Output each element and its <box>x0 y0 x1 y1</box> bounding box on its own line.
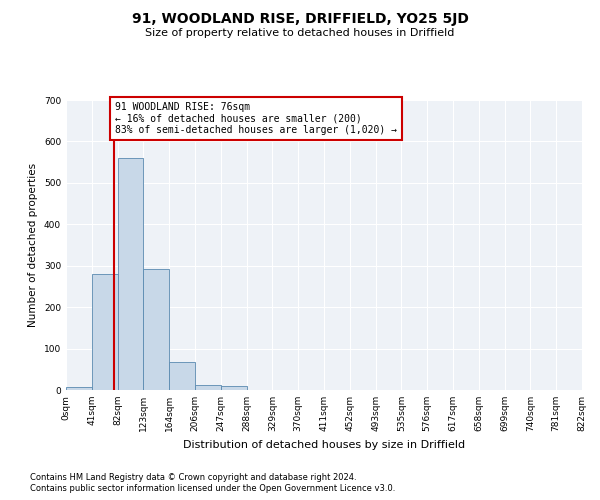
X-axis label: Distribution of detached houses by size in Driffield: Distribution of detached houses by size … <box>183 440 465 450</box>
Bar <box>221 386 247 390</box>
Bar <box>143 269 169 390</box>
Bar <box>66 387 92 390</box>
Text: Contains HM Land Registry data © Crown copyright and database right 2024.: Contains HM Land Registry data © Crown c… <box>30 472 356 482</box>
Text: Size of property relative to detached houses in Driffield: Size of property relative to detached ho… <box>145 28 455 38</box>
Y-axis label: Number of detached properties: Number of detached properties <box>28 163 38 327</box>
Bar <box>169 362 195 390</box>
Text: Contains public sector information licensed under the Open Government Licence v3: Contains public sector information licen… <box>30 484 395 493</box>
Bar <box>118 158 143 390</box>
Text: 91, WOODLAND RISE, DRIFFIELD, YO25 5JD: 91, WOODLAND RISE, DRIFFIELD, YO25 5JD <box>131 12 469 26</box>
Text: 91 WOODLAND RISE: 76sqm
← 16% of detached houses are smaller (200)
83% of semi-d: 91 WOODLAND RISE: 76sqm ← 16% of detache… <box>115 102 397 136</box>
Bar <box>195 384 221 390</box>
Bar <box>92 274 118 390</box>
